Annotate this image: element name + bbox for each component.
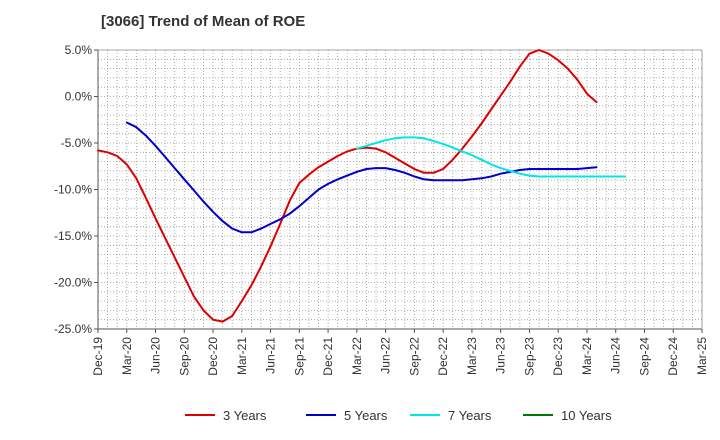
x-tick-label: Sep-21 [292,337,306,376]
y-tick-label: -10.0% [54,183,92,197]
series-line-7-years [355,136,627,178]
y-tick-label: -5.0% [61,136,93,150]
legend-label-5-years: 5 Years [344,408,388,423]
x-tick-label: Dec-19 [91,337,105,376]
y-tick-label: -20.0% [54,276,92,290]
x-tick-label: Mar-24 [580,337,594,375]
series-line-3-years [97,49,598,323]
x-tick-label: Dec-23 [551,337,565,376]
x-tick-label: Jun-22 [379,337,393,374]
plot-area [98,50,702,329]
x-tick-label: Sep-24 [637,337,651,376]
series-line-5-years [125,121,598,234]
x-tick-label: Dec-24 [666,337,680,376]
x-tick-label: Mar-20 [120,337,134,375]
x-tick-label: Jun-21 [264,337,278,374]
y-tick-label: 5.0% [65,43,93,57]
y-tick-label: -25.0% [54,322,92,336]
y-tick-label: 0.0% [65,90,93,104]
y-tick-label: -15.0% [54,229,92,243]
x-tick-label: Sep-20 [177,337,191,376]
x-tick-label: Jun-20 [149,337,163,374]
x-tick-label: Dec-22 [436,337,450,376]
legend-label-3-years: 3 Years [223,408,267,423]
chart-title: [3066] Trend of Mean of ROE [101,13,306,30]
legend-label-10-years: 10 Years [561,408,612,423]
x-tick-label: Jun-23 [494,337,508,374]
x-tick-label: Dec-20 [206,337,220,376]
x-tick-label: Jun-24 [609,337,623,374]
x-tick-label: Dec-21 [321,337,335,376]
x-tick-label: Sep-22 [407,337,421,376]
legend-label-7-years: 7 Years [448,408,492,423]
x-tick-label: Mar-23 [465,337,479,375]
x-tick-label: Sep-23 [522,337,536,376]
x-tick-label: Mar-25 [695,337,709,375]
x-tick-label: Mar-21 [235,337,249,375]
x-tick-label: Mar-22 [350,337,364,375]
